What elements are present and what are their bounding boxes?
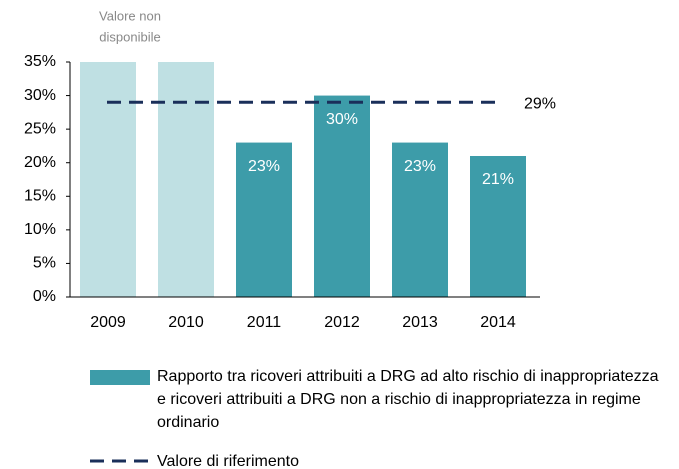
legend-label: Valore di riferimento	[157, 453, 299, 469]
annotation: disponibile	[99, 29, 160, 44]
bar	[470, 156, 526, 297]
y-tick-label: 15%	[24, 188, 56, 205]
annotation: Valore non	[99, 8, 161, 23]
bar	[314, 95, 370, 297]
unavailable-bar	[80, 62, 136, 297]
value-label: 21%	[482, 171, 514, 188]
legend-label: Rapporto tra ricoveri attribuiti a DRG a…	[157, 368, 659, 431]
unavailable-bar	[158, 62, 214, 297]
x-tick-label: 2012	[324, 314, 360, 331]
x-tick-label: 2010	[168, 314, 204, 331]
x-tick-label: 2011	[247, 314, 282, 331]
y-tick-label: 35%	[24, 53, 56, 70]
x-tick-label: 2013	[402, 314, 438, 331]
x-tick-label: 2009	[90, 314, 126, 331]
legend-swatch	[90, 370, 150, 385]
y-tick-label: 30%	[24, 87, 56, 104]
y-tick-label: 20%	[24, 154, 56, 171]
y-tick-label: 10%	[24, 221, 56, 238]
x-tick-label: 2014	[480, 314, 516, 331]
value-label: 30%	[326, 111, 358, 128]
value-label: 23%	[404, 158, 436, 175]
bar	[236, 142, 292, 297]
bar	[392, 142, 448, 297]
y-tick-label: 5%	[33, 255, 56, 272]
y-tick-label: 25%	[24, 120, 56, 137]
reference-label: 29%	[524, 96, 556, 113]
y-tick-label: 0%	[33, 288, 56, 305]
value-label: 23%	[248, 158, 280, 175]
